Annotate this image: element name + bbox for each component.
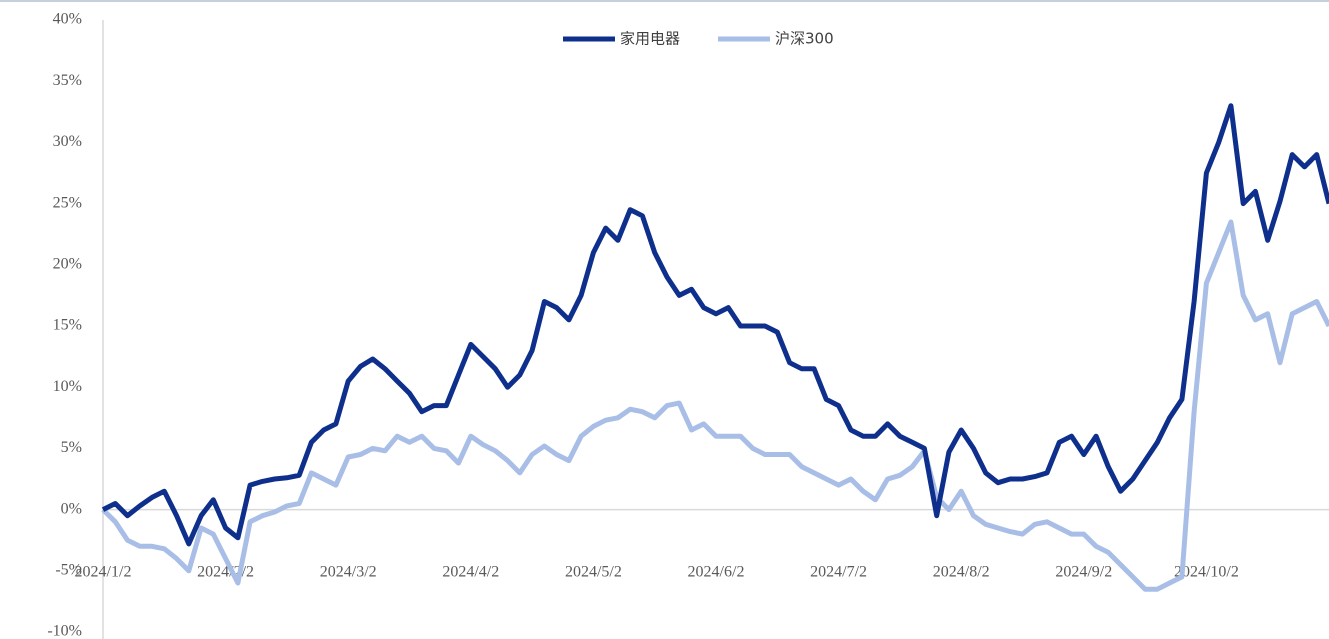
x-tick-label: 2024/8/2 <box>933 564 990 581</box>
x-tick-label: 2024/2/2 <box>197 564 254 581</box>
x-tick-label: 2024/10/2 <box>1174 564 1239 581</box>
y-tick-label: 40% <box>53 11 82 28</box>
y-tick-label: 30% <box>53 133 82 150</box>
y-tick-label: -5% <box>55 561 82 578</box>
y-tick-label: 10% <box>53 378 82 395</box>
series-line <box>101 103 1329 547</box>
x-tick-label: 2024/9/2 <box>1055 564 1112 581</box>
series-line <box>101 219 1329 592</box>
y-tick-label: 35% <box>53 72 82 89</box>
x-tick-label: 2024/5/2 <box>565 564 622 581</box>
y-tick-label: 25% <box>53 194 82 211</box>
legend-label: 沪深300 <box>775 30 834 48</box>
x-tick-label: 2024/1/2 <box>75 564 132 581</box>
y-tick-label: 0% <box>61 500 82 517</box>
legend-label: 家用电器 <box>620 30 680 48</box>
y-tick-label: -10% <box>47 623 82 639</box>
y-tick-label: 15% <box>53 317 82 334</box>
x-tick-label: 2024/4/2 <box>442 564 499 581</box>
x-tick-label: 2024/3/2 <box>320 564 377 581</box>
y-tick-label: 20% <box>53 255 82 272</box>
y-tick-label: 5% <box>61 439 82 456</box>
x-tick-label: 2024/7/2 <box>810 564 867 581</box>
x-tick-label: 2024/6/2 <box>688 564 745 581</box>
